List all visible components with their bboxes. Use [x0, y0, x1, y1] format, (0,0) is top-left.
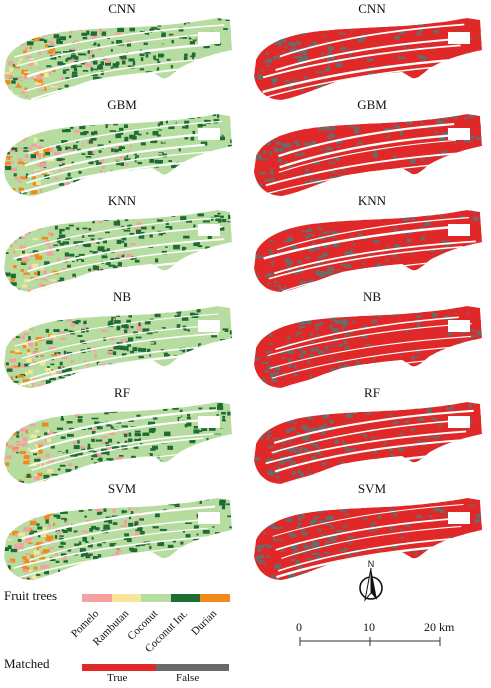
matched-true-label: True [107, 672, 128, 684]
matched-legend-title: Matched [4, 656, 50, 671]
right-gbm-title: GBM [357, 97, 387, 112]
right-gbm-map [254, 114, 482, 196]
right-svm-panel: SVM [252, 482, 491, 592]
left-cnn-panel: CNN [2, 2, 242, 112]
left-knn-title: KNN [107, 193, 137, 208]
right-rf-title: RF [364, 385, 380, 400]
scale-bar [299, 637, 441, 646]
left-gbm-title: GBM [107, 97, 137, 112]
left-rf-panel: RF [2, 386, 242, 496]
scale-label-20km: 20 km [424, 620, 455, 634]
right-rf-panel: RF [252, 386, 491, 496]
fruit-trees-legend-title: Fruit trees [4, 588, 58, 603]
right-cnn-panel: CNN [252, 2, 491, 112]
matched-true-swatch [82, 664, 156, 671]
matched-false-label: False [176, 672, 200, 684]
legend-swatch-pomelo [82, 594, 112, 602]
right-cnn-title: CNN [358, 1, 386, 16]
left-nb-title: NB [112, 289, 132, 304]
legend-label-durian: Durian [189, 607, 220, 638]
left-cnn-title: CNN [108, 1, 136, 16]
left-svm-map [4, 498, 232, 580]
scale-label-0: 0 [296, 620, 302, 634]
right-rf-map [254, 402, 482, 484]
left-knn-map [4, 210, 232, 292]
left-gbm-panel: GBM [2, 98, 242, 208]
left-gbm-map [4, 114, 232, 196]
left-nb-panel: NB [2, 290, 242, 400]
right-nb-map [254, 306, 482, 388]
scale-label-10: 10 [363, 620, 375, 634]
legend-swatch-coconut [141, 594, 171, 602]
north-label: N [368, 560, 375, 569]
legend-swatch-rambutan [111, 594, 141, 602]
right-cnn-map [254, 18, 482, 100]
right-nb-title: NB [362, 289, 382, 304]
left-rf-title: RF [114, 385, 130, 400]
left-svm-title: SVM [107, 481, 137, 496]
left-svm-panel: SVM [2, 482, 242, 592]
legend-swatch-durian [200, 594, 230, 602]
left-rf-map [4, 402, 232, 484]
left-nb-map [4, 306, 232, 388]
matched-false-swatch [156, 664, 229, 671]
right-svm-map [254, 498, 482, 580]
right-knn-map [254, 210, 482, 292]
right-svm-title: SVM [357, 481, 387, 496]
north-arrow-icon: N [359, 560, 383, 602]
left-knn-panel: KNN [2, 194, 242, 304]
right-knn-title: KNN [357, 193, 387, 208]
right-gbm-panel: GBM [252, 98, 491, 208]
left-cnn-map [4, 18, 232, 100]
right-knn-panel: KNN [252, 194, 491, 304]
legend-swatch-coconut-int- [170, 594, 200, 602]
right-nb-panel: NB [252, 290, 491, 400]
